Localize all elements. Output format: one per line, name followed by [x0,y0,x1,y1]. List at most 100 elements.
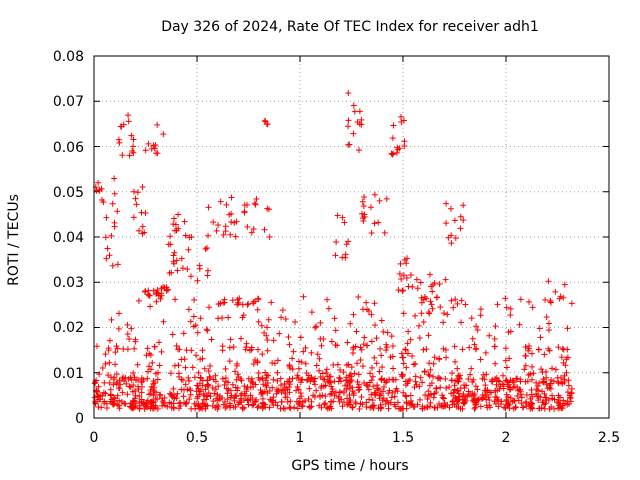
data-point [402,392,409,399]
data-point [389,353,396,360]
data-point [347,401,354,408]
data-point [517,378,524,385]
data-point [168,404,175,411]
data-point [313,362,320,369]
data-point [116,139,123,146]
data-point [173,342,180,349]
data-point [192,322,199,329]
data-point [253,396,260,403]
data-point [525,401,532,408]
data-point [314,351,321,358]
data-point [360,341,367,348]
data-point [263,372,270,379]
data-point [491,343,498,350]
data-point [466,344,473,351]
data-point [564,401,571,408]
data-point [195,369,202,376]
data-point [368,391,375,398]
data-point [431,354,438,361]
data-point [185,374,192,381]
data-point [312,324,319,331]
data-point [97,392,104,399]
data-point [302,360,309,367]
data-point [328,338,335,345]
data-point [400,117,407,124]
data-point [339,254,346,261]
data-point [200,390,207,397]
data-point [474,386,481,393]
data-point [345,361,352,368]
data-point [254,346,261,353]
data-point [202,245,209,252]
data-point [112,361,119,368]
data-point [234,371,241,378]
data-point [215,222,222,229]
data-point [148,145,155,152]
data-point [228,392,235,399]
data-point [430,360,437,367]
data-point [346,141,353,148]
data-point [426,372,433,379]
data-point [349,404,356,411]
data-point [263,382,270,389]
data-point [449,370,456,377]
data-point [184,386,191,393]
data-point [360,218,367,225]
data-point [344,395,351,402]
data-point [358,346,365,353]
data-point [116,397,123,404]
data-point [300,293,307,300]
data-point [199,355,206,362]
data-point [250,298,257,305]
data-point [150,378,157,385]
data-point [384,397,391,404]
data-point [294,372,301,379]
data-point [174,390,181,397]
data-point [546,384,553,391]
data-point [411,384,418,391]
data-point [270,337,277,344]
data-point [417,374,424,381]
data-point [251,200,258,207]
data-point [506,355,513,362]
data-point [239,404,246,411]
data-point [154,121,161,128]
data-point [98,404,105,411]
data-point [383,344,390,351]
data-point [326,377,333,384]
data-point [115,136,122,143]
data-point [367,370,374,377]
data-point [514,384,521,391]
data-point [477,356,484,363]
data-point [345,238,352,245]
data-point [167,241,174,248]
data-point [345,117,352,124]
data-point [111,219,118,226]
data-point [564,346,571,353]
data-point [170,221,177,228]
data-point [219,347,226,354]
data-point [522,352,529,359]
data-point [474,397,481,404]
data-point [425,371,432,378]
data-point [441,400,448,407]
data-point [106,337,113,344]
data-point [538,366,545,373]
data-point [440,395,447,402]
data-point [255,296,262,303]
data-point [519,404,526,411]
data-point [126,152,133,159]
data-point [103,214,110,221]
data-point [409,283,416,290]
data-point [414,401,421,408]
data-point [404,350,411,357]
data-point [205,382,212,389]
data-point [170,258,177,265]
data-point [427,366,434,373]
data-point [207,393,214,400]
data-point [343,241,350,248]
data-point [150,405,157,412]
data-point [228,219,235,226]
data-point [206,304,213,311]
data-point [91,380,98,387]
